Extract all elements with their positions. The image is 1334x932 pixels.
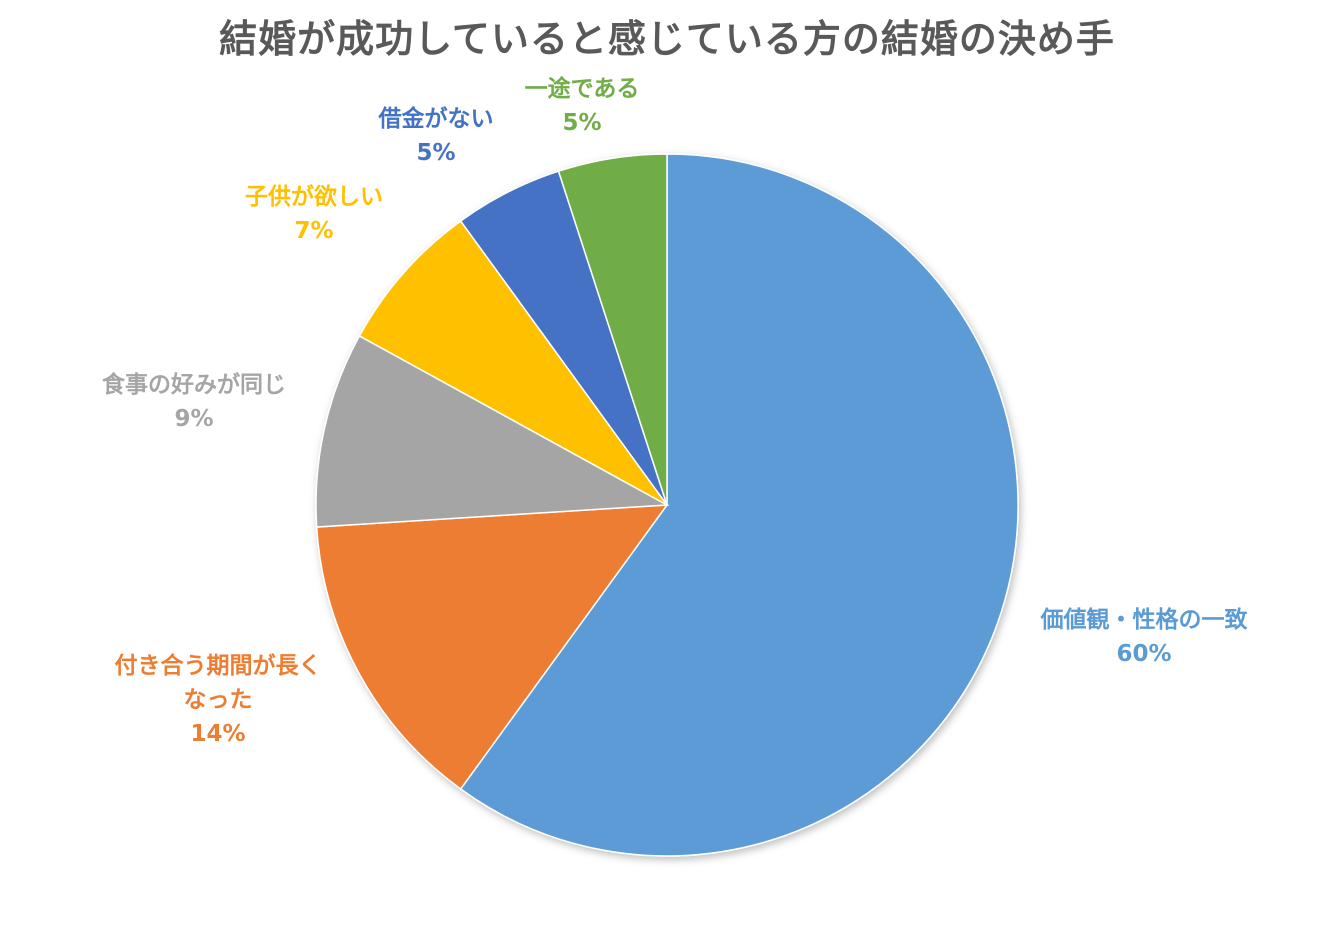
data-label-category: 借金がない — [378, 106, 494, 132]
data-label-percent: 14% — [190, 721, 246, 747]
data-label-percent: 60% — [1116, 641, 1172, 667]
pie-slice-2 — [315, 334, 670, 528]
data-label-category: 食事の好みが同じ — [102, 372, 286, 398]
data-label-4: 借金がない 5% — [379, 102, 494, 170]
data-label-percent: 7% — [294, 218, 334, 244]
data-label-5: 一途である 5% — [525, 72, 640, 140]
data-label-category: 子供が欲しい — [245, 184, 383, 210]
pie-slice-3 — [358, 219, 668, 506]
chart-title: 結婚が成功していると感じている方の結婚の決め手 — [219, 17, 1115, 61]
data-label-percent: 5% — [416, 140, 456, 166]
data-label-category: 価値観・性格の一致 — [1040, 607, 1248, 633]
data-label-2: 食事の好みが同じ 9% — [102, 368, 286, 436]
pie-slice-1 — [315, 504, 669, 791]
data-label-3: 子供が欲しい 7% — [245, 180, 383, 248]
pie-slice-5 — [557, 153, 668, 506]
data-label-percent: 5% — [562, 110, 602, 136]
pie-slices — [315, 153, 1019, 857]
pie-slice-0 — [459, 153, 1019, 857]
data-label-category: 一途である — [524, 76, 640, 102]
data-label-1: 付き合う期間が長く なった 14% — [115, 649, 322, 751]
data-label-percent: 9% — [174, 406, 214, 432]
data-label-category: なった — [183, 687, 253, 713]
data-label-0: 価値観・性格の一致 60% — [1041, 603, 1248, 671]
data-label-category: 付き合う期間が長く — [114, 653, 322, 679]
